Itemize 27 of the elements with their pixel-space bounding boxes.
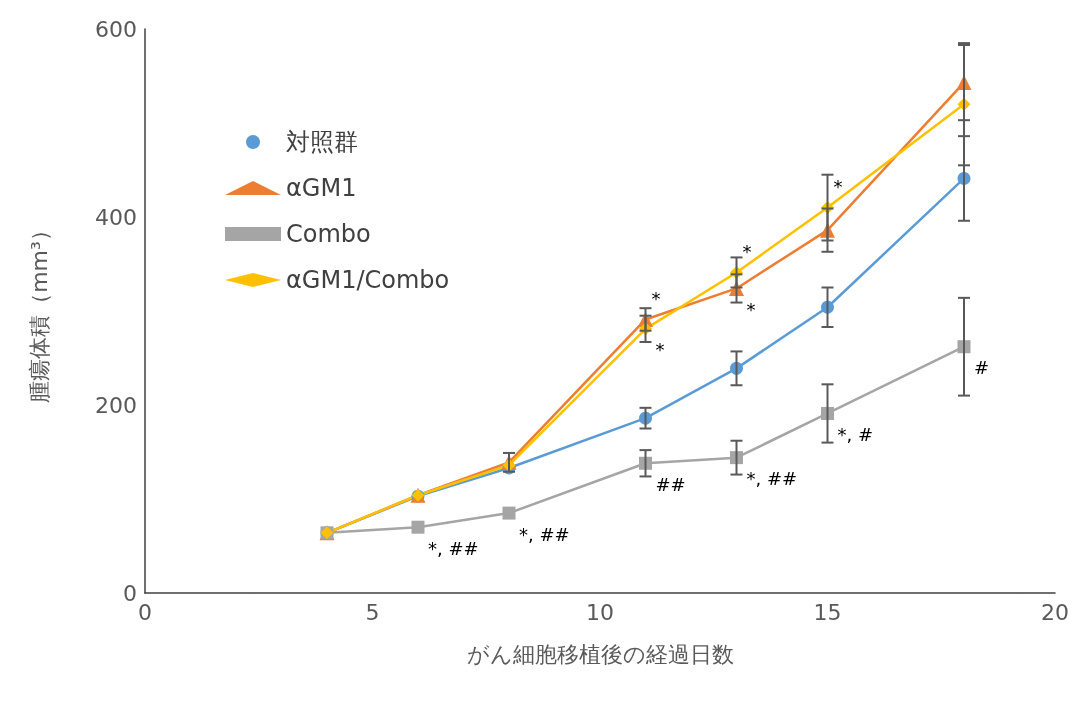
y-axis-title: 腫瘍体積（mm³） bbox=[26, 219, 52, 403]
annotation: * bbox=[742, 240, 752, 262]
legend-label: 対照群 bbox=[286, 128, 358, 156]
annotation: *, ## bbox=[746, 468, 798, 490]
annotation: ## bbox=[655, 473, 686, 495]
x-tick-label: 20 bbox=[1041, 599, 1069, 625]
x-tick-label: 10 bbox=[586, 599, 614, 625]
y-tick-label: 200 bbox=[95, 392, 137, 418]
point bbox=[411, 520, 425, 534]
point bbox=[502, 506, 516, 520]
annotation: *, # bbox=[837, 423, 874, 445]
y-tick-label: 600 bbox=[95, 16, 137, 42]
annotation: *, ## bbox=[428, 537, 479, 559]
legend-label: Combo bbox=[286, 220, 371, 248]
x-axis-title: がん細胞移植後の経過日数 bbox=[466, 641, 734, 667]
x-tick-label: 5 bbox=[365, 599, 380, 625]
y-tick-label: 0 bbox=[123, 580, 137, 606]
x-tick-label: 15 bbox=[813, 599, 842, 625]
y-tick-label: 400 bbox=[95, 204, 137, 230]
annotation: * bbox=[651, 287, 661, 309]
annotation: * bbox=[833, 176, 843, 198]
annotation: *, ## bbox=[519, 523, 570, 545]
annotation: * bbox=[655, 339, 665, 361]
annotation: # bbox=[974, 357, 990, 379]
annotation: * bbox=[746, 298, 756, 320]
legend-label: αGM1 bbox=[286, 174, 357, 202]
legend-label: αGM1/Combo bbox=[286, 266, 450, 294]
